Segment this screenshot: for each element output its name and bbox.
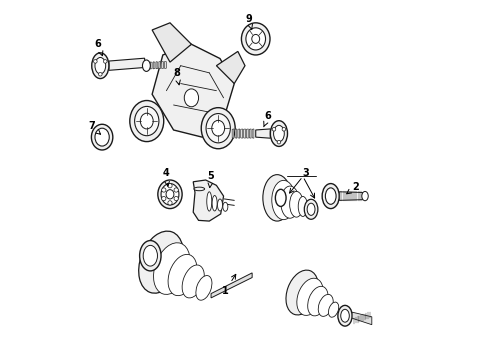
Ellipse shape [161,184,179,205]
Ellipse shape [212,120,224,136]
Text: 9: 9 [245,14,252,30]
Polygon shape [193,180,223,221]
Ellipse shape [184,89,198,107]
Circle shape [103,60,107,63]
Ellipse shape [298,197,308,216]
Ellipse shape [341,309,349,322]
Circle shape [168,201,172,205]
Circle shape [272,127,276,131]
Polygon shape [152,23,192,62]
Ellipse shape [143,246,157,266]
Circle shape [174,188,178,192]
Polygon shape [156,62,158,69]
Polygon shape [153,62,155,69]
Ellipse shape [263,175,292,221]
Polygon shape [252,129,254,138]
Text: 1: 1 [222,274,236,296]
Text: 2: 2 [347,182,359,194]
Text: 5: 5 [208,171,215,188]
Ellipse shape [338,305,352,326]
Ellipse shape [153,243,190,294]
Ellipse shape [206,113,230,143]
Polygon shape [217,51,245,84]
Circle shape [94,60,97,63]
Ellipse shape [168,255,197,296]
Polygon shape [241,129,243,138]
Ellipse shape [304,199,318,219]
Circle shape [174,197,178,201]
Polygon shape [246,129,248,138]
Ellipse shape [139,231,183,293]
Ellipse shape [95,128,109,146]
Polygon shape [339,192,363,201]
Polygon shape [152,44,234,137]
Text: 6: 6 [95,39,103,56]
Ellipse shape [275,189,286,206]
Text: 7: 7 [88,121,100,134]
Ellipse shape [143,60,150,71]
Ellipse shape [223,202,228,211]
Ellipse shape [286,270,318,315]
Ellipse shape [308,286,328,316]
Ellipse shape [318,294,333,316]
Ellipse shape [196,275,212,300]
Circle shape [277,140,281,144]
Circle shape [168,184,172,188]
Ellipse shape [272,180,295,220]
Polygon shape [238,129,240,138]
Ellipse shape [182,265,204,298]
Ellipse shape [242,23,270,55]
Polygon shape [145,62,147,69]
Polygon shape [352,312,372,325]
Ellipse shape [166,190,174,199]
Text: 8: 8 [173,68,180,85]
Circle shape [282,127,286,131]
Ellipse shape [92,124,113,150]
Ellipse shape [307,203,315,215]
Text: 4: 4 [162,168,170,186]
Ellipse shape [92,53,109,78]
Ellipse shape [218,199,222,211]
Ellipse shape [290,192,303,217]
Ellipse shape [130,100,164,141]
Polygon shape [109,58,145,70]
Polygon shape [235,129,237,138]
Polygon shape [256,129,270,138]
Ellipse shape [158,180,182,208]
Ellipse shape [322,184,339,208]
Ellipse shape [95,58,106,74]
Ellipse shape [201,108,235,149]
Ellipse shape [212,195,217,211]
Ellipse shape [140,113,153,129]
Ellipse shape [325,188,336,204]
Ellipse shape [362,192,368,201]
Ellipse shape [281,186,299,218]
Polygon shape [147,62,149,69]
Ellipse shape [252,35,260,43]
Polygon shape [150,62,152,69]
Ellipse shape [207,192,212,211]
Ellipse shape [273,125,284,142]
Polygon shape [249,129,251,138]
Polygon shape [244,129,245,138]
Text: 3: 3 [302,168,309,178]
Ellipse shape [328,302,339,317]
Ellipse shape [270,121,288,147]
Ellipse shape [297,278,323,315]
Polygon shape [211,273,252,298]
Polygon shape [165,61,167,68]
Ellipse shape [246,28,266,50]
Text: 6: 6 [264,111,271,127]
Circle shape [98,72,102,76]
Circle shape [162,197,166,201]
Ellipse shape [135,107,159,136]
Ellipse shape [140,240,161,271]
Ellipse shape [194,187,205,191]
Polygon shape [159,62,161,69]
Polygon shape [162,62,164,69]
Circle shape [162,188,166,192]
Polygon shape [232,129,234,138]
